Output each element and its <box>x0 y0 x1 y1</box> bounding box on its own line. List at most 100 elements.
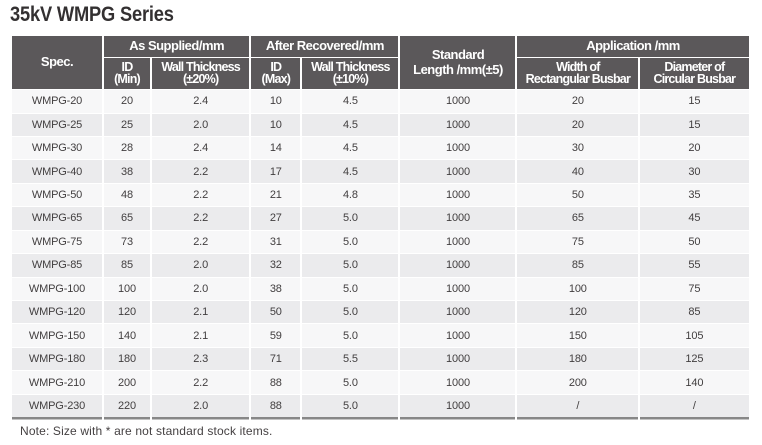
value-cell: 50 <box>640 230 749 254</box>
header-id-min-line1: ID <box>121 60 134 75</box>
value-cell: 1000 <box>400 301 516 324</box>
value-cell: 125 <box>640 347 749 371</box>
value-cell: 2.1 <box>152 324 250 347</box>
value-cell: 200 <box>104 371 150 394</box>
spec-cell: WMPG-65 <box>12 207 102 230</box>
value-cell: 5.0 <box>302 230 399 254</box>
value-cell: 65 <box>517 207 639 230</box>
value-cell: 50 <box>251 301 301 324</box>
header-id-max: ID (Max) <box>251 58 301 90</box>
value-cell: 1000 <box>400 183 516 207</box>
value-cell: 75 <box>640 277 749 301</box>
header-standard-length-line1: Standard <box>431 47 485 63</box>
spec-cell: WMPG-180 <box>12 347 102 371</box>
value-cell: 50 <box>517 183 639 207</box>
value-cell: 2.0 <box>152 254 250 277</box>
value-cell: 25 <box>104 113 150 136</box>
value-cell: 20 <box>517 113 639 136</box>
value-cell: 71 <box>251 347 301 371</box>
value-cell: 180 <box>517 347 639 371</box>
header-as-supplied-label: As Supplied/mm <box>129 38 225 54</box>
header-id-min-line2: (Min) <box>114 71 141 86</box>
value-cell: 20 <box>104 90 150 113</box>
value-cell: 48 <box>104 183 150 207</box>
value-cell: 35 <box>640 183 749 207</box>
header-width-rectangular-line1: Width of <box>556 60 600 75</box>
value-cell: 30 <box>517 136 639 160</box>
value-cell: 55 <box>640 254 749 277</box>
spec-cell: WMPG-30 <box>12 136 102 160</box>
value-cell: 4.8 <box>302 183 399 207</box>
value-cell: 10 <box>251 113 301 136</box>
value-cell: 38 <box>104 160 150 183</box>
value-cell: 38 <box>251 277 301 301</box>
value-cell: 1000 <box>400 90 516 113</box>
value-cell: 20 <box>640 136 749 160</box>
header-wall-thickness-10: Wall Thickness (±10%) <box>302 58 399 90</box>
value-cell: 1000 <box>400 113 516 136</box>
value-cell: / <box>640 394 749 418</box>
spec-cell: WMPG-85 <box>12 254 102 277</box>
header-wall-thickness-10-line1: Wall Thickness <box>311 60 390 75</box>
header-width-rectangular: Width of Rectangular Busbar <box>517 58 639 90</box>
spec-cell: WMPG-210 <box>12 371 102 394</box>
value-cell: 28 <box>104 136 150 160</box>
header-width-rectangular-line2: Rectangular Busbar <box>525 71 631 86</box>
header-id-min: ID (Min) <box>104 58 150 90</box>
value-cell: 200 <box>517 371 639 394</box>
value-cell: 1000 <box>400 160 516 183</box>
value-cell: 2.2 <box>152 230 250 254</box>
spec-cell: WMPG-100 <box>12 277 102 301</box>
value-cell: 1000 <box>400 394 516 418</box>
value-cell: 85 <box>517 254 639 277</box>
header-as-supplied: As Supplied/mm <box>104 36 250 58</box>
header-application: Application /mm <box>517 36 749 58</box>
value-cell: 4.5 <box>302 90 399 113</box>
value-cell: 2.4 <box>152 136 250 160</box>
value-cell: 59 <box>251 324 301 347</box>
value-cell: 2.1 <box>152 301 250 324</box>
value-cell: 4.5 <box>302 136 399 160</box>
footnote: Note: Size with * are not standard stock… <box>20 424 273 439</box>
header-spec: Spec. <box>12 36 102 90</box>
value-cell: 4.5 <box>302 113 399 136</box>
value-cell: 40 <box>517 160 639 183</box>
value-cell: 2.3 <box>152 347 250 371</box>
value-cell: 120 <box>517 301 639 324</box>
header-standard-length-line2: Length /mm(±5) <box>413 61 503 77</box>
value-cell: 1000 <box>400 371 516 394</box>
header-wall-thickness-10-line2: (±10%) <box>332 71 369 86</box>
value-cell: 140 <box>104 324 150 347</box>
value-cell: 30 <box>640 160 749 183</box>
value-cell: 180 <box>104 347 150 371</box>
value-cell: 15 <box>640 113 749 136</box>
value-cell: 45 <box>640 207 749 230</box>
value-cell: 140 <box>640 371 749 394</box>
value-cell: 88 <box>251 394 301 418</box>
value-cell: 150 <box>517 324 639 347</box>
value-cell: 27 <box>251 207 301 230</box>
header-id-max-line1: ID <box>270 60 282 75</box>
header-wall-thickness-20: Wall Thickness (±20%) <box>152 58 250 90</box>
value-cell: 2.4 <box>152 90 250 113</box>
value-cell: 14 <box>251 136 301 160</box>
value-cell: 5.0 <box>302 277 399 301</box>
value-cell: 5.0 <box>302 301 399 324</box>
spec-cell: WMPG-25 <box>12 113 102 136</box>
value-cell: 100 <box>104 277 150 301</box>
value-cell: 88 <box>251 371 301 394</box>
header-diameter-circular: Diameter of Circular Busbar <box>640 58 749 90</box>
header-spec-label: Spec. <box>40 54 74 70</box>
page-title: 35kV WMPG Series <box>10 3 174 27</box>
value-cell: 5.5 <box>302 347 399 371</box>
value-cell: 85 <box>640 301 749 324</box>
value-cell: 5.0 <box>302 394 399 418</box>
value-cell: 1000 <box>400 347 516 371</box>
value-cell: 2.2 <box>152 371 250 394</box>
value-cell: 5.0 <box>302 371 399 394</box>
value-cell: 1000 <box>400 324 516 347</box>
value-cell: 100 <box>517 277 639 301</box>
spec-cell: WMPG-150 <box>12 324 102 347</box>
header-id-max-line2: (Max) <box>261 71 291 86</box>
header-standard-length: Standard Length /mm(±5) <box>400 36 516 90</box>
